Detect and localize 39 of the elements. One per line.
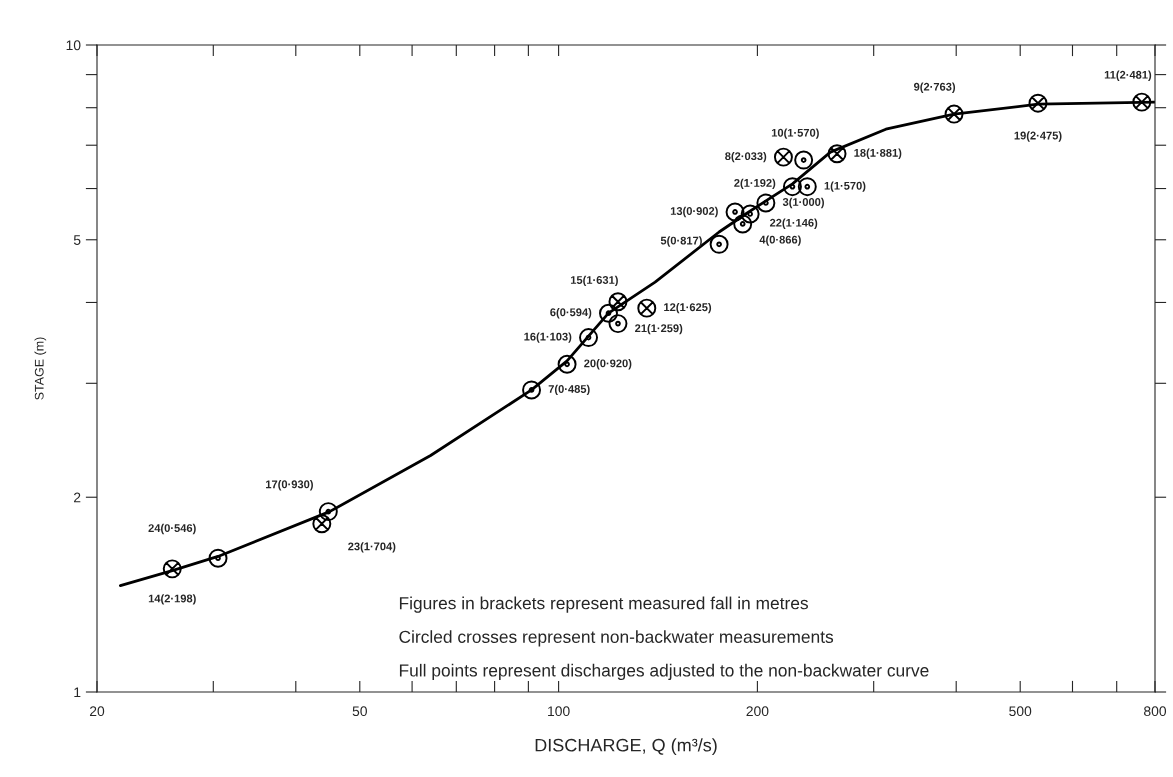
x-tick-label: 100 bbox=[548, 706, 570, 717]
annotation: 4(0·866) bbox=[759, 235, 801, 246]
annotation: 22(1·146) bbox=[769, 218, 818, 229]
annotation: 20(0·920) bbox=[584, 359, 632, 370]
annotation: 11(2·481) bbox=[1104, 70, 1152, 81]
annotation: 16(1·103) bbox=[524, 332, 572, 343]
annotation: 3(1·000) bbox=[782, 197, 824, 209]
x-tick-label: 800 bbox=[1144, 706, 1167, 717]
x-tick-label: 200 bbox=[746, 706, 769, 717]
y-tick-label: 10 bbox=[66, 40, 81, 51]
x-tick-label: 50 bbox=[352, 706, 367, 717]
annotation: 13(0·902) bbox=[670, 206, 718, 218]
annotation: 9(2·763) bbox=[913, 82, 956, 93]
annotation: 23(1·704) bbox=[348, 542, 396, 553]
annotation: 15(1·631) bbox=[570, 275, 618, 287]
annotation: 1(1·570) bbox=[824, 181, 866, 192]
annotation: 19(2·475) bbox=[1014, 131, 1062, 142]
annotation: 6(0·594) bbox=[550, 308, 592, 319]
annotation: 7(0·485) bbox=[548, 384, 590, 396]
annotation: 17(0·930) bbox=[266, 480, 313, 491]
annotation: 24(0·546) bbox=[148, 523, 196, 535]
annotation: 14(2·198) bbox=[148, 594, 196, 605]
annotation: 12(1·625) bbox=[664, 302, 712, 314]
y-axis-title: STAGE (m) bbox=[34, 337, 47, 400]
annotation: Circled crosses represent non-backwater measurements bbox=[399, 630, 834, 647]
annotation: 18(1·881) bbox=[854, 148, 902, 159]
annotation: Full points represent discharges adjusted to the non-backwater curve bbox=[399, 663, 929, 681]
annotation: 5(0·817) bbox=[660, 236, 702, 247]
y-tick-label: 2 bbox=[74, 492, 81, 503]
x-tick-label: 500 bbox=[1009, 706, 1032, 717]
x-tick-label: 20 bbox=[89, 706, 105, 717]
annotation: 8(2·033) bbox=[725, 151, 767, 163]
annotation: Figures in brackets represent measured fall in metres bbox=[399, 596, 808, 613]
y-tick-label: 1 bbox=[74, 687, 81, 698]
annotation: 21(1·259) bbox=[635, 323, 683, 335]
y-tick-label: 5 bbox=[73, 235, 81, 245]
x-axis-title: DISCHARGE, Q (m³/s) bbox=[535, 738, 717, 756]
annotation: 10(1·570) bbox=[771, 128, 819, 139]
annotation: 2(1·192) bbox=[734, 178, 776, 190]
